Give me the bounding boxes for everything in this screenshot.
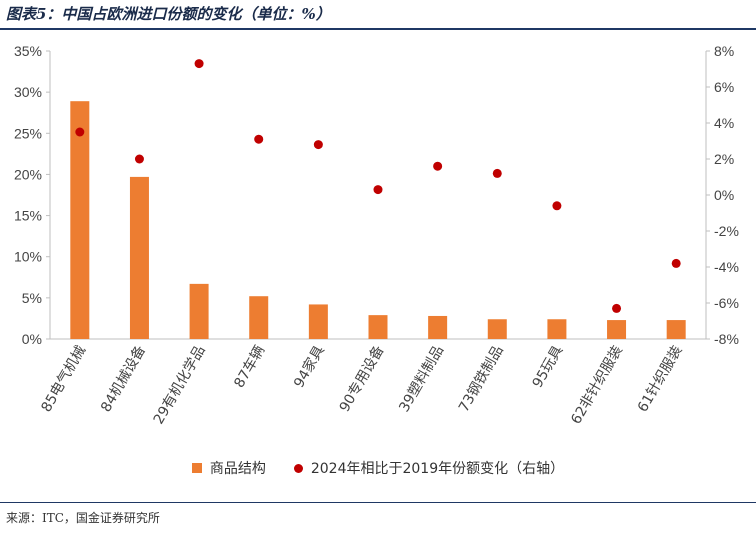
left-tick-label: 10% xyxy=(14,249,42,265)
legend-dot-label: 2024年相比于2019年份额变化（右轴） xyxy=(310,461,565,477)
source-divider xyxy=(0,502,756,503)
x-category-label: 90专用设备 xyxy=(336,343,388,415)
right-tick-label: -6% xyxy=(714,295,739,311)
dot-10 xyxy=(671,258,681,268)
legend-bar-label: 商品结构 xyxy=(209,461,266,477)
x-category-label: 29有机化学品 xyxy=(151,343,209,427)
bar-1 xyxy=(129,176,149,339)
chart-title: 图表5：中国占欧洲进口份额的变化（单位：%） xyxy=(6,5,331,23)
x-category-label: 85电气机械 xyxy=(39,343,90,415)
dot-9 xyxy=(612,303,622,313)
left-tick-label: 0% xyxy=(22,331,42,347)
bar-9 xyxy=(607,320,627,339)
x-category-label: 61针织服装 xyxy=(635,343,686,415)
bar-2 xyxy=(189,283,209,339)
right-tick-label: -2% xyxy=(714,223,739,239)
source-note: 来源：ITC，国金证券研究所 xyxy=(6,511,160,525)
bar-6 xyxy=(428,315,448,339)
x-category-label: 39塑料制品 xyxy=(396,343,447,415)
bar-5 xyxy=(368,315,388,339)
bar-0 xyxy=(70,101,90,340)
legend-item-bar: 商品结构 xyxy=(191,458,266,478)
x-category-label: 87车辆 xyxy=(231,343,269,391)
title-divider xyxy=(0,28,756,30)
left-tick-label: 5% xyxy=(22,290,42,306)
dot-0 xyxy=(75,127,85,137)
right-tick-label: -8% xyxy=(714,331,739,347)
bar-8 xyxy=(547,319,567,339)
right-tick-label: 4% xyxy=(714,115,734,131)
right-tick-label: 6% xyxy=(714,79,734,95)
x-category-label: 62非针织服装 xyxy=(568,343,626,427)
bar-3 xyxy=(249,296,269,339)
left-tick-label: 20% xyxy=(14,166,42,182)
dot-4 xyxy=(313,140,323,150)
left-tick-label: 15% xyxy=(14,208,42,224)
bar-10 xyxy=(666,320,686,339)
legend: 商品结构 2024年相比于2019年份额变化（右轴） xyxy=(0,458,756,478)
dot-6 xyxy=(433,161,443,171)
right-tick-label: 2% xyxy=(714,151,734,167)
right-tick-label: -4% xyxy=(714,259,739,275)
right-tick-label: 8% xyxy=(714,43,734,59)
bar-7 xyxy=(487,319,507,339)
left-tick-label: 35% xyxy=(14,43,42,59)
x-category-label: 84机械设备 xyxy=(97,343,149,415)
x-category-label: 73钢铁制品 xyxy=(456,343,507,415)
dot-3 xyxy=(254,134,264,144)
dot-2 xyxy=(194,59,204,69)
dot-1 xyxy=(134,154,144,164)
legend-dot-swatch xyxy=(293,463,303,473)
x-category-label: 95玩具 xyxy=(530,343,567,391)
left-tick-label: 30% xyxy=(14,84,42,100)
dot-7 xyxy=(492,168,502,178)
dot-5 xyxy=(373,185,383,195)
legend-bar-swatch xyxy=(191,463,202,473)
left-tick-label: 25% xyxy=(14,125,42,141)
x-category-label: 94家具 xyxy=(290,343,328,391)
bar-4 xyxy=(308,304,328,339)
right-tick-label: 0% xyxy=(714,187,734,203)
dot-8 xyxy=(552,201,562,211)
legend-item-dot: 2024年相比于2019年份额变化（右轴） xyxy=(293,458,565,478)
